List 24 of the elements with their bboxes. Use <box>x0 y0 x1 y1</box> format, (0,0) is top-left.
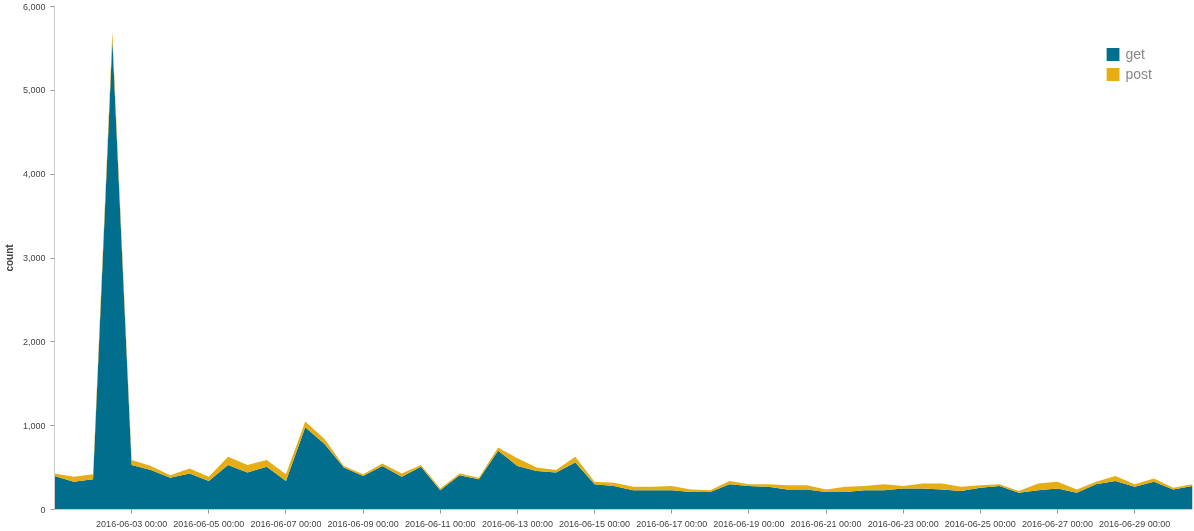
x-tick-label: 2016-06-25 00:00 <box>944 518 1016 529</box>
x-tick-label: 2016-06-09 00:00 <box>327 518 399 529</box>
y-axis-title: count <box>3 243 15 272</box>
x-tick-label: 2016-06-03 00:00 <box>96 518 168 529</box>
x-tick-label: 2016-06-21 00:00 <box>790 518 862 529</box>
x-tick-label: 2016-06-29 00:00 <box>1099 518 1171 529</box>
x-tick-label: 2016-06-23 00:00 <box>867 518 939 529</box>
x-tick-label: 2016-06-27 00:00 <box>1021 518 1094 529</box>
x-tick-label: 2016-06-15 00:00 <box>559 518 631 529</box>
y-tick-label: 2,000 <box>22 336 46 347</box>
x-tick-label: 2016-06-13 00:00 <box>481 518 553 529</box>
x-tick-label: 2016-06-11 00:00 <box>405 518 476 529</box>
legend-label: get <box>1125 46 1146 62</box>
x-tick-label: 2016-06-19 00:00 <box>713 518 785 529</box>
y-tick-label: 5,000 <box>22 85 46 96</box>
x-tick-label: 2016-06-05 00:00 <box>173 518 245 529</box>
y-tick-label: 1,000 <box>22 420 46 431</box>
legend-label: post <box>1125 66 1152 82</box>
y-tick-label: 4,000 <box>22 169 46 180</box>
x-tick-label: 2016-06-07 00:00 <box>250 518 322 529</box>
y-tick-label: 0 <box>40 504 46 515</box>
y-tick-label: 6,000 <box>22 1 46 12</box>
y-tick-label: 3,000 <box>22 253 46 263</box>
x-tick-label: 2016-06-17 00:00 <box>636 518 708 529</box>
